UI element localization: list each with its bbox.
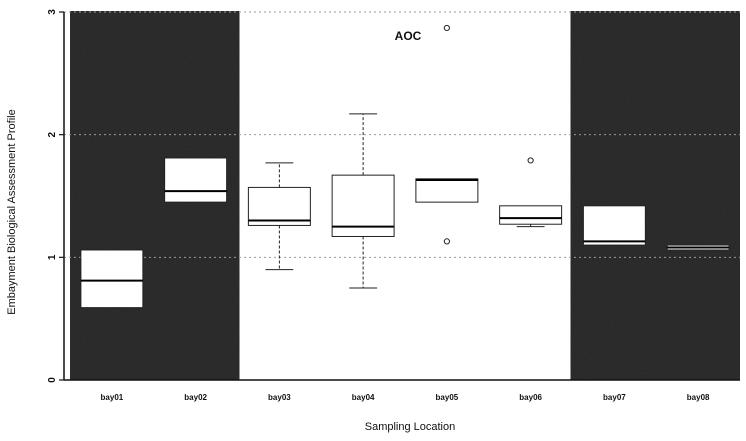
y-axis-title: Embayment Biological Assessment Profile (6, 109, 18, 314)
outlier-point-2 (443, 238, 450, 245)
x-tick-label-bay06: bay06 (519, 393, 542, 402)
box-bay07 (582, 205, 646, 246)
box-body (499, 205, 563, 225)
shaded-region-3 (570, 11, 740, 380)
y-axis-ticks: 0 1 2 3 (47, 9, 64, 383)
y-tick-label-2: 2 (47, 131, 58, 137)
box-body (164, 157, 228, 203)
box-bay03 (247, 162, 311, 271)
x-tick-label-bay01: bay01 (101, 393, 124, 402)
boxes (80, 24, 730, 309)
box-body (582, 205, 646, 246)
box-body (415, 178, 479, 203)
box-bay01 (80, 249, 144, 309)
outlier-point-1 (527, 157, 534, 164)
box-bay08 (666, 244, 730, 251)
x-tick-label-bay02: bay02 (184, 393, 207, 402)
box-body (80, 249, 144, 309)
box-bay04 (331, 113, 395, 289)
outlier-point-1 (443, 24, 450, 32)
x-tick-label-bay03: bay03 (268, 393, 291, 402)
box-bay05 (415, 24, 479, 245)
x-axis-labels: bay01 bay02 bay03 bay04 bay05 bay06 bay07 bay08 (101, 393, 710, 402)
x-tick-label-bay05: bay05 (436, 393, 459, 402)
box-bay06 (499, 157, 563, 228)
region-label-aoc: AOC (395, 29, 422, 43)
box-bay02 (164, 157, 228, 203)
plot-frame (63, 12, 740, 381)
x-axis-title: Sampling Location (365, 421, 456, 433)
y-tick-label-1: 1 (47, 254, 58, 260)
x-tick-label-bay04: bay04 (352, 393, 375, 402)
box-body (247, 186, 311, 226)
x-tick-label-bay07: bay07 (603, 393, 626, 402)
y-tick-label-3: 3 (47, 9, 58, 15)
y-tick-label-0: 0 (47, 377, 58, 383)
x-tick-label-bay08: bay08 (687, 393, 710, 402)
